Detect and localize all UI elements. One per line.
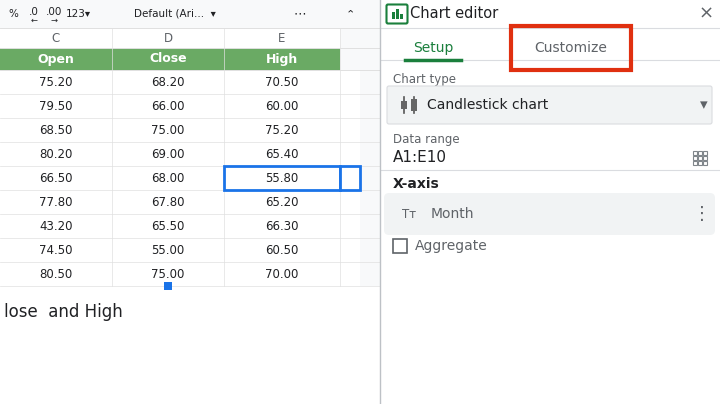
Bar [698,156,702,160]
Bar [0,70,380,94]
Bar [0,0,720,28]
Bar [395,9,398,19]
Bar [340,48,360,70]
Text: 43.20: 43.20 [40,219,73,232]
Text: 75.20: 75.20 [40,76,73,88]
Bar [0,238,380,262]
Bar [112,48,224,70]
Bar [698,161,702,165]
Text: 123▾: 123▾ [66,9,91,19]
Bar [224,48,340,70]
Text: A1:E10: A1:E10 [393,151,447,166]
Bar [340,28,360,48]
Bar [411,99,417,111]
Bar [0,118,380,142]
Text: 60.50: 60.50 [265,244,299,257]
Bar [164,282,172,290]
Text: 68.50: 68.50 [40,124,73,137]
Text: lose  and High: lose and High [4,303,122,321]
Text: Tᴛ: Tᴛ [402,208,416,221]
Text: E: E [279,32,286,44]
FancyBboxPatch shape [387,86,712,124]
Text: 68.20: 68.20 [151,76,185,88]
Text: Aggregate: Aggregate [415,239,487,253]
Text: ⋮: ⋮ [693,205,711,223]
Bar [393,239,407,253]
Bar [224,166,340,190]
Text: Candlestick chart: Candlestick chart [427,98,548,112]
Bar [693,161,697,165]
Text: 69.00: 69.00 [151,147,185,160]
Text: ⌃: ⌃ [346,9,355,19]
Bar [693,156,697,160]
Text: ▾: ▾ [700,97,708,112]
Text: Customize: Customize [534,41,608,55]
Bar [703,151,707,155]
Text: ⋯: ⋯ [294,8,306,21]
Bar [0,166,380,190]
Text: X-axis: X-axis [393,177,440,191]
Text: Close: Close [149,53,186,65]
Bar [0,142,380,166]
Bar [381,0,720,404]
Text: Data range: Data range [393,133,459,147]
Text: 55.00: 55.00 [151,244,184,257]
Bar [693,151,697,155]
Bar [0,214,380,238]
Text: 66.50: 66.50 [40,172,73,185]
Text: Chart editor: Chart editor [410,6,498,21]
Text: 70.00: 70.00 [265,267,299,280]
Text: 66.00: 66.00 [151,99,185,112]
Text: 79.50: 79.50 [40,99,73,112]
Bar [400,14,402,19]
Bar [511,26,631,70]
Bar [360,28,380,286]
Text: D: D [163,32,173,44]
Bar [0,262,380,286]
Text: 75.00: 75.00 [151,124,185,137]
Text: %: % [8,9,18,19]
Text: Month: Month [431,207,474,221]
Text: High: High [266,53,298,65]
Text: .00: .00 [46,7,62,17]
FancyBboxPatch shape [384,193,715,235]
Text: 65.40: 65.40 [265,147,299,160]
Bar [0,190,380,214]
Text: 80.20: 80.20 [40,147,73,160]
Text: 70.50: 70.50 [265,76,299,88]
Text: →: → [50,15,58,25]
Text: 65.50: 65.50 [151,219,185,232]
Text: 80.50: 80.50 [40,267,73,280]
Text: ×: × [698,5,714,23]
Text: Chart type: Chart type [393,74,456,86]
Text: 55.80: 55.80 [266,172,299,185]
Text: 68.00: 68.00 [151,172,185,185]
Text: 60.00: 60.00 [265,99,299,112]
Text: 74.50: 74.50 [40,244,73,257]
Text: 67.80: 67.80 [151,196,185,208]
Text: 66.30: 66.30 [265,219,299,232]
Bar [703,156,707,160]
Text: Open: Open [37,53,74,65]
Text: Setup: Setup [413,41,453,55]
Text: 65.20: 65.20 [265,196,299,208]
Text: C: C [52,32,60,44]
Bar [698,151,702,155]
Bar [392,12,395,19]
Bar [0,94,380,118]
Text: Default (Ari...  ▾: Default (Ari... ▾ [134,9,216,19]
Bar [0,48,112,70]
Text: 77.80: 77.80 [40,196,73,208]
Text: 75.20: 75.20 [265,124,299,137]
Text: .0: .0 [29,7,39,17]
Text: ←: ← [30,15,37,25]
Bar [340,166,360,190]
Text: 75.00: 75.00 [151,267,185,280]
Bar [401,101,407,109]
Bar [703,161,707,165]
